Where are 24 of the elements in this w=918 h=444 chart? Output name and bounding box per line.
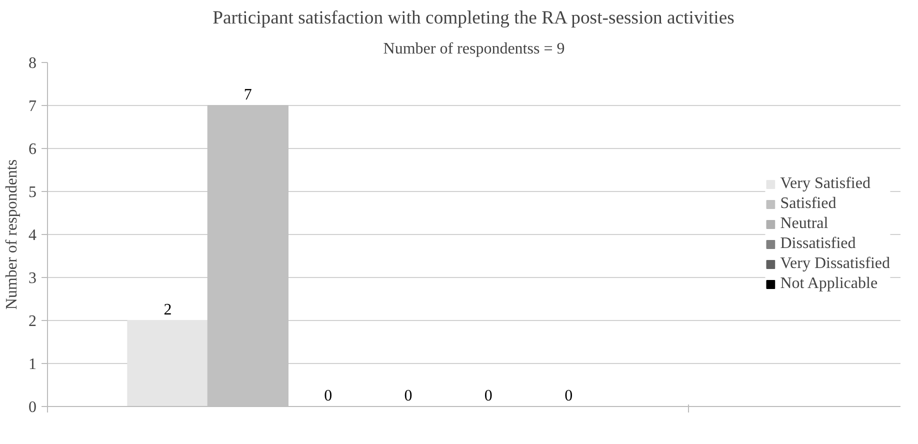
y-tick-label: 4 [28, 227, 36, 244]
legend-label: Not Applicable [780, 275, 878, 293]
legend-label: Very Dissatisfied [780, 255, 890, 273]
y-tick-label: 0 [28, 399, 36, 416]
y-tick-label: 3 [28, 270, 36, 287]
y-tick-label: 7 [28, 98, 36, 115]
y-tick-label: 6 [28, 141, 36, 158]
data-label: 7 [244, 86, 252, 104]
y-tick-label: 8 [28, 55, 36, 72]
data-label: 0 [484, 388, 492, 404]
legend-label: Neutral [780, 215, 828, 233]
legend-label: Dissatisfied [780, 235, 856, 253]
y-axis-title: Number of respondents [4, 159, 20, 310]
y-tick-label: 5 [28, 184, 36, 201]
y-tick-label: 1 [28, 356, 36, 373]
data-label: 0 [404, 388, 412, 404]
chart-title: Participant satisfaction with completing the RA post-session activities [212, 8, 734, 28]
legend-label: Very Satisfied [780, 175, 870, 193]
legend-label: Satisfied [780, 195, 836, 213]
chart-subtitle: Number of respondentss = 9 [383, 40, 565, 58]
y-tick-label: 2 [28, 313, 36, 330]
data-label: 2 [164, 302, 172, 318]
data-label: 0 [324, 388, 332, 404]
data-label: 0 [564, 388, 573, 404]
